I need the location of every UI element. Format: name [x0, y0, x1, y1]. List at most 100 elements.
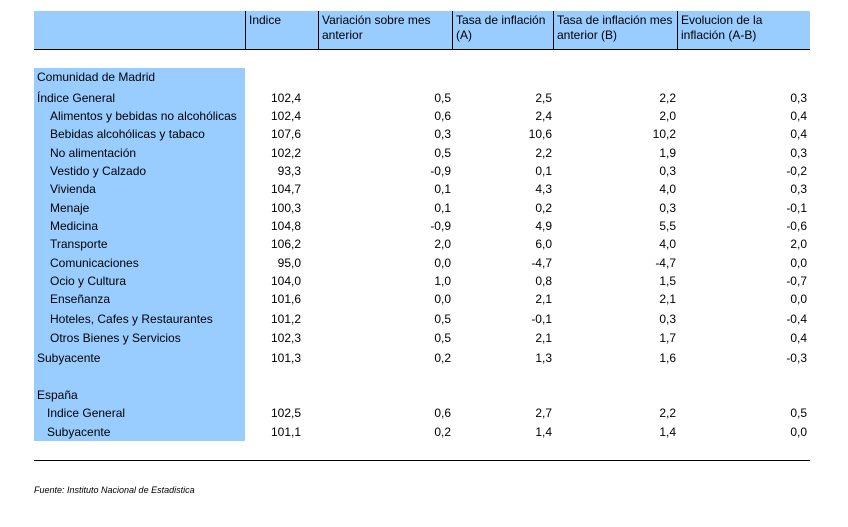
- cell-tasa-b: 0,3: [659, 201, 676, 215]
- table-row: No alimentación 102,2 0,5 2,2 1,9 0,3: [34, 144, 810, 162]
- cell-variacion: 1,0: [434, 274, 451, 288]
- cell-tasa-a: 0,8: [535, 274, 552, 288]
- cell-indice: 102,4: [270, 109, 301, 123]
- cell-tasa-b: 1,4: [659, 425, 676, 439]
- cell-tasa-b: 1,9: [659, 146, 676, 160]
- cell-tasa-a: 6,0: [535, 237, 552, 251]
- table-bottom-border: [34, 460, 810, 461]
- row-label: Vivienda: [50, 182, 96, 196]
- cell-tasa-a: 10,6: [528, 127, 552, 141]
- row-label: Ocio y Cultura: [50, 274, 127, 288]
- cell-evolucion: 0,4: [790, 331, 807, 345]
- table-row: Enseñanza 101,6 0,0 2,1 2,1 0,0: [34, 290, 810, 308]
- table-header: Indice Variación sobre mes anterior Tasa…: [34, 11, 810, 50]
- table-row: Ocio y Cultura 104,0 1,0 0,8 1,5 -0,7: [34, 272, 810, 290]
- cell-indice: 104,0: [270, 274, 301, 288]
- section-title-madrid: Comunidad de Madrid: [34, 68, 810, 86]
- cell-tasa-a: 1,3: [535, 351, 552, 365]
- row-label: Subyacente: [47, 425, 111, 439]
- cell-tasa-a: 2,5: [535, 91, 552, 105]
- cell-indice: 104,8: [270, 219, 301, 233]
- cell-indice: 101,2: [270, 312, 301, 326]
- cell-tasa-b: 1,7: [659, 331, 676, 345]
- cell-indice: 102,4: [270, 91, 301, 105]
- table-row: Índice General 102,4 0,5 2,5 2,2 0,3: [34, 89, 810, 107]
- cell-evolucion: 0,4: [790, 127, 807, 141]
- table-row: Vivienda 104,7 0,1 4,3 4,0 0,3: [34, 180, 810, 198]
- table-row: Subyacente 101,1 0,2 1,4 1,4 0,0: [34, 423, 810, 441]
- table-row: Transporte 106,2 2,0 6,0 4,0 2,0: [34, 235, 810, 253]
- cell-tasa-a: 0,2: [535, 201, 552, 215]
- cell-variacion: 0,5: [434, 331, 451, 345]
- row-label: Otros Bienes y Servicios: [50, 331, 181, 345]
- label-column-background: [34, 68, 245, 441]
- cell-evolucion: -0,6: [786, 219, 807, 233]
- table-row: Menaje 100,3 0,1 0,2 0,3 -0,1: [34, 199, 810, 217]
- cell-indice: 102,2: [270, 146, 301, 160]
- cell-tasa-a: 2,4: [535, 109, 552, 123]
- cell-indice: 101,1: [270, 425, 301, 439]
- row-label: Vestido y Calzado: [50, 164, 147, 178]
- cell-evolucion: 0,3: [790, 91, 807, 105]
- source-note: Fuente: Instituto Nacional de Estadistic…: [34, 485, 195, 495]
- cell-variacion: 0,2: [434, 351, 451, 365]
- cell-variacion: 0,5: [434, 312, 451, 326]
- cell-evolucion: 0,4: [790, 109, 807, 123]
- table-row: Hoteles, Cafes y Restaurantes 101,2 0,5 …: [34, 310, 810, 328]
- cell-tasa-a: 4,9: [535, 219, 552, 233]
- cell-variacion: 0,1: [434, 201, 451, 215]
- cell-tasa-a: 2,7: [535, 406, 552, 420]
- cell-indice: 95,0: [277, 256, 301, 270]
- cell-variacion: 0,6: [434, 406, 451, 420]
- cell-indice: 102,3: [270, 331, 301, 345]
- cell-evolucion: 0,5: [790, 406, 807, 420]
- cell-evolucion: -0,4: [786, 312, 807, 326]
- cell-tasa-a: -0,1: [531, 312, 552, 326]
- cell-tasa-a: -4,7: [531, 256, 552, 270]
- cell-indice: 101,3: [270, 351, 301, 365]
- row-label: Transporte: [50, 237, 108, 251]
- header-cell-label: [34, 11, 245, 49]
- cell-indice: 107,6: [270, 127, 301, 141]
- cell-tasa-b: 1,6: [659, 351, 676, 365]
- cell-tasa-b: 4,0: [659, 237, 676, 251]
- table-row: Comunicaciones 95,0 0,0 -4,7 -4,7 0,0: [34, 254, 810, 272]
- row-label: Hoteles, Cafes y Restaurantes: [50, 312, 213, 326]
- row-label: Alimentos y bebidas no alcohólicas: [50, 109, 237, 123]
- cell-variacion: 0,0: [434, 292, 451, 306]
- table-row: Subyacente 101,3 0,2 1,3 1,6 -0,3: [34, 349, 810, 367]
- row-label: Comunicaciones: [50, 256, 139, 270]
- row-label: Enseñanza: [50, 292, 111, 306]
- cell-evolucion: -0,2: [786, 164, 807, 178]
- cell-variacion: -0,9: [430, 219, 451, 233]
- cell-tasa-b: 0,3: [659, 164, 676, 178]
- cell-variacion: 0,0: [434, 256, 451, 270]
- cell-tasa-b: 2,2: [659, 91, 676, 105]
- row-label: Índice General: [37, 91, 116, 105]
- table-row: Indice General 102,5 0,6 2,7 2,2 0,5: [34, 404, 810, 422]
- cell-indice: 101,6: [270, 292, 301, 306]
- cell-indice: 93,3: [277, 164, 301, 178]
- row-label: Indice General: [47, 406, 126, 420]
- cell-tasa-b: 2,0: [659, 109, 676, 123]
- cell-tasa-b: 1,5: [659, 274, 676, 288]
- section-title: España: [37, 388, 78, 402]
- cell-evolucion: 0,0: [790, 256, 807, 270]
- cell-tasa-b: 10,2: [652, 127, 676, 141]
- header-cell-variacion: Variación sobre mes anterior: [318, 11, 452, 49]
- row-label: Medicina: [50, 219, 99, 233]
- cell-variacion: 0,2: [434, 425, 451, 439]
- header-cell-indice: Indice: [245, 11, 318, 49]
- cell-tasa-b: 4,0: [659, 182, 676, 196]
- cell-evolucion: 2,0: [790, 237, 807, 251]
- header-cell-evolucion: Evolucion de la inflación (A-B): [677, 11, 810, 49]
- cell-tasa-a: 4,3: [535, 182, 552, 196]
- header-cell-tasa-a: Tasa de inflación (A): [452, 11, 553, 49]
- section-title-espana: España: [34, 386, 810, 404]
- cell-tasa-b: 0,3: [659, 312, 676, 326]
- cell-evolucion: 0,3: [790, 146, 807, 160]
- cell-indice: 102,5: [270, 406, 301, 420]
- cell-variacion: 0,6: [434, 109, 451, 123]
- cell-evolucion: 0,0: [790, 425, 807, 439]
- cell-tasa-a: 2,2: [535, 146, 552, 160]
